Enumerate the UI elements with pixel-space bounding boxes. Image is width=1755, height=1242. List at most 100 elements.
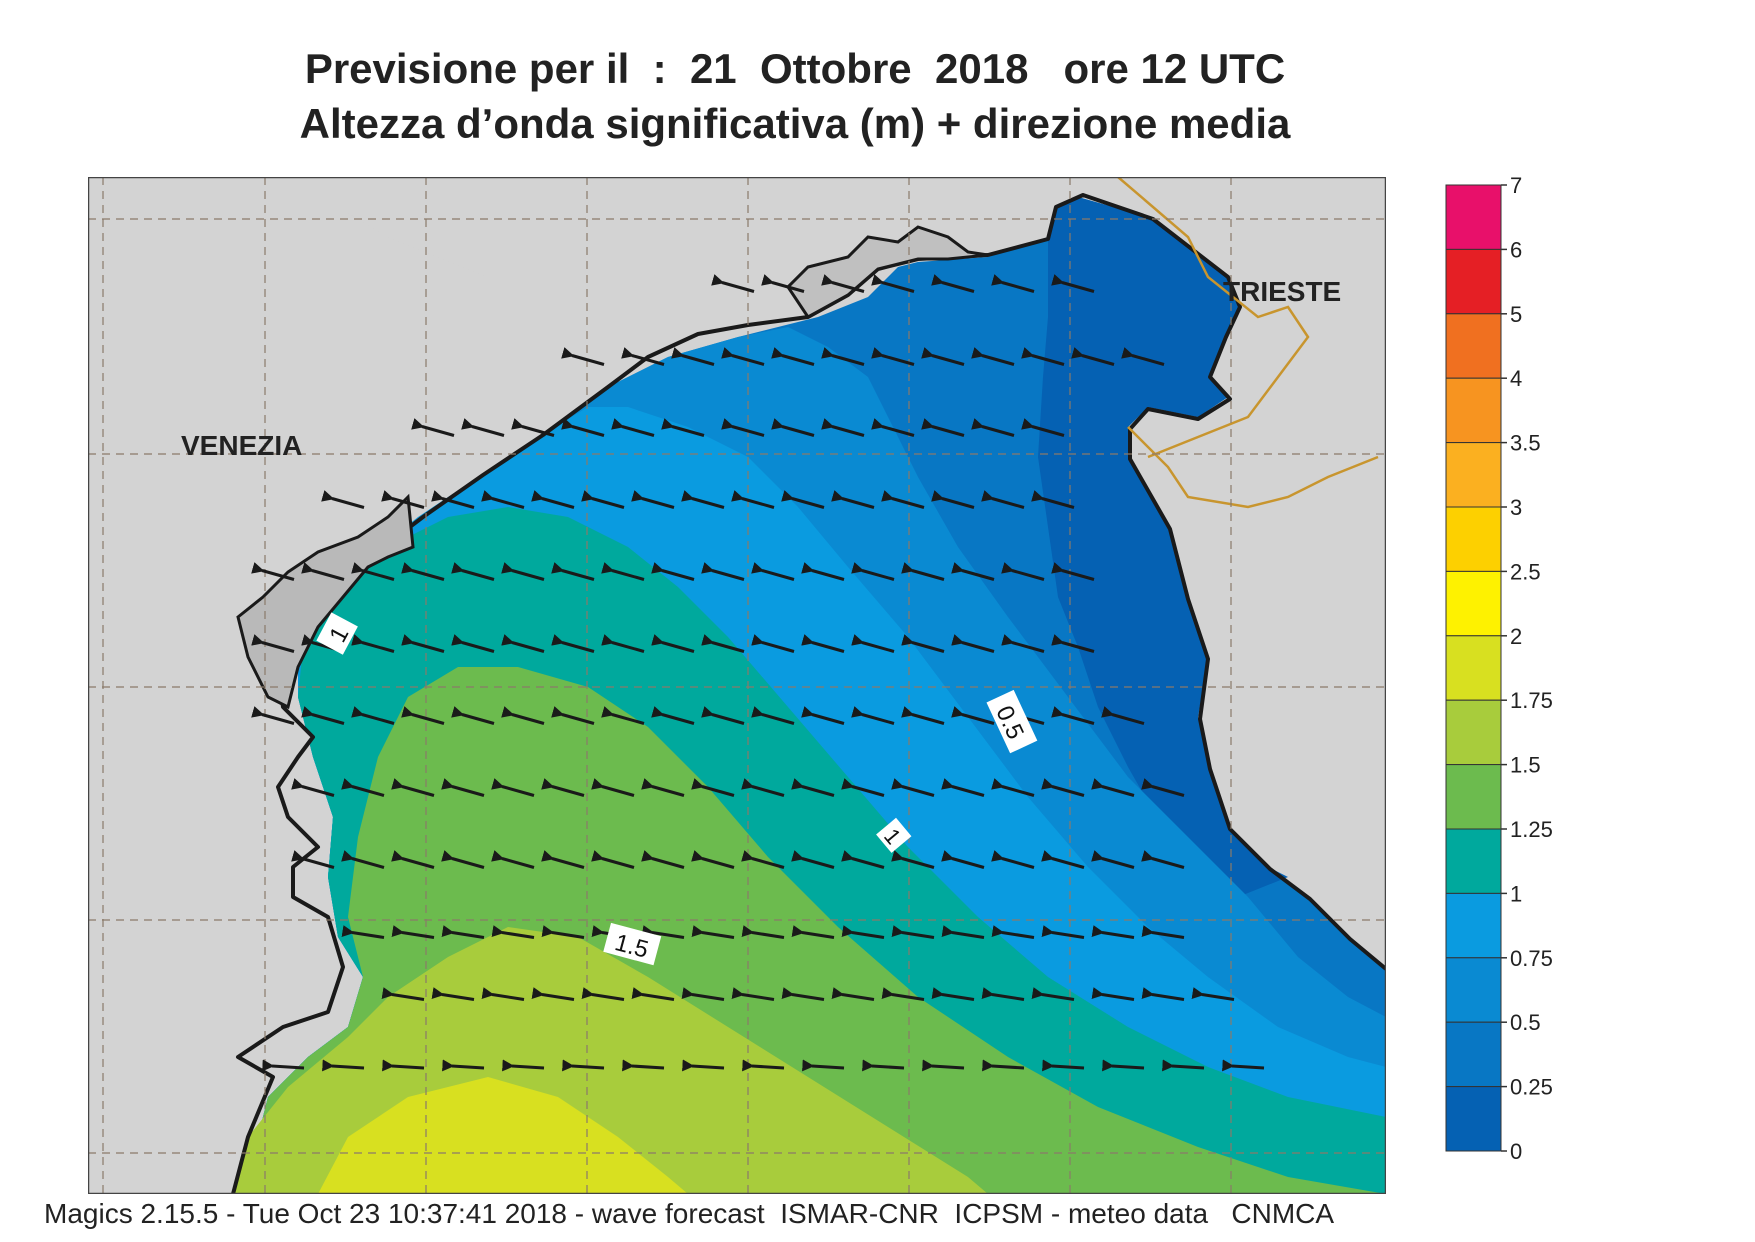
wave-arrow <box>931 274 975 293</box>
wave-arrow <box>321 490 365 509</box>
wave-arrow <box>791 850 835 869</box>
wave-arrow <box>441 778 485 797</box>
wave-arrow <box>391 778 435 797</box>
legend-tick-label: 4 <box>1510 366 1522 391</box>
wave-arrow <box>691 778 735 797</box>
graticule <box>88 177 1386 1194</box>
wave-arrow <box>501 634 545 653</box>
title-line-2: Altezza d’onda significativa (m) + direz… <box>299 100 1291 147</box>
legend-swatch <box>1445 1086 1502 1152</box>
wave-arrow <box>1051 706 1095 725</box>
legend-swatch <box>1445 764 1502 830</box>
color-legend: 7 6 5 4 3.5 3 2.5 2 1.75 1.5 1.25 1 0.75 0.5 0.25 0 <box>1445 177 1553 1164</box>
wave-arrow <box>251 562 295 581</box>
wave-arrow <box>382 1059 425 1072</box>
wave-arrow <box>991 850 1035 869</box>
legend-swatch <box>1445 828 1502 894</box>
legend-tick-label: 2.5 <box>1510 559 1541 584</box>
wave-arrow <box>801 634 845 653</box>
band-1.75-2 <box>318 1077 688 1194</box>
wave-arrow <box>821 274 865 293</box>
title-line-1: Previsione per il : 21 Ottobre 2018 ore … <box>304 45 1286 92</box>
map-frame <box>88 177 1386 1194</box>
wave-arrow <box>631 987 675 1001</box>
wave-arrow <box>441 925 485 939</box>
wave-arrow <box>841 925 885 939</box>
wave-arrow <box>841 778 885 797</box>
wave-arrow <box>1001 562 1045 581</box>
wave-arrow <box>611 418 655 437</box>
wave-arrow <box>451 706 495 725</box>
legend-tick-label: 1 <box>1510 881 1522 906</box>
wave-arrow <box>991 274 1035 293</box>
wave-arrow <box>931 987 975 1001</box>
wave-arrow <box>651 706 695 725</box>
wave-arrow <box>541 925 585 939</box>
wave-arrow <box>761 274 805 293</box>
wave-arrow <box>401 706 445 725</box>
wave-arrow <box>341 850 385 869</box>
wave-arrow <box>711 274 755 293</box>
wave-arrow <box>1041 925 1085 939</box>
wave-arrow <box>491 925 535 939</box>
wave-arrow <box>431 490 475 509</box>
wave-arrow <box>671 347 715 366</box>
legend-tick-label: 0 <box>1510 1139 1522 1164</box>
wave-arrow <box>951 706 995 725</box>
contour-label-1-west: 1 <box>316 612 358 655</box>
wave-arrow <box>561 418 605 437</box>
wave-arrow <box>991 925 1035 939</box>
wave-arrow <box>981 987 1025 1001</box>
wave-arrow <box>531 987 575 1001</box>
wave-arrow <box>411 418 455 437</box>
wave-arrow <box>541 850 585 869</box>
wave-arrow <box>941 778 985 797</box>
band-0-0.25 <box>1038 197 1288 897</box>
wave-arrow <box>1051 634 1095 653</box>
wave-arrow <box>442 1059 485 1072</box>
wave-arrow <box>622 1059 665 1072</box>
wave-arrow <box>891 925 935 939</box>
wave-arrow <box>1051 274 1095 293</box>
wave-arrow <box>971 347 1015 366</box>
wave-arrow <box>1031 490 1075 509</box>
wave-arrow <box>1101 706 1145 725</box>
wave-arrow <box>1071 347 1115 366</box>
wave-arrow <box>731 987 775 1001</box>
wave-arrow <box>921 418 965 437</box>
wave-arrow <box>651 634 695 653</box>
legend-tick-label: 5 <box>1510 302 1522 327</box>
wave-arrow <box>1162 1059 1205 1072</box>
legend-tick-label: 0.75 <box>1510 946 1553 971</box>
wave-arrow <box>511 418 555 437</box>
wave-arrow <box>951 562 995 581</box>
wave-arrow <box>831 490 875 509</box>
wave-arrow <box>871 347 915 366</box>
wave-arrow <box>1042 1059 1085 1072</box>
wave-arrow <box>591 778 635 797</box>
wave-arrow <box>1191 987 1235 1001</box>
wave-arrow <box>741 778 785 797</box>
wave-arrow <box>551 706 595 725</box>
wave-arrow <box>871 274 915 293</box>
wave-arrow <box>751 706 795 725</box>
wave-arrow <box>841 850 885 869</box>
label-trieste: TRIESTE <box>1223 276 1341 307</box>
wave-arrow <box>851 706 895 725</box>
wave-arrow <box>391 925 435 939</box>
wave-arrow <box>771 347 815 366</box>
wave-arrow <box>1222 1059 1265 1072</box>
wave-arrow <box>601 562 645 581</box>
wave-arrow <box>871 418 915 437</box>
wave-arrow <box>601 706 645 725</box>
wave-arrow <box>591 850 635 869</box>
wave-arrow <box>431 987 475 1001</box>
wave-arrow <box>351 562 395 581</box>
legend-swatch <box>1445 1021 1502 1088</box>
wave-map: VENEZIA TRIESTE 1 0.5 1 1.5 <box>88 177 1386 1194</box>
wave-arrow <box>681 490 725 509</box>
wave-arrow <box>741 850 785 869</box>
wave-arrow <box>991 778 1035 797</box>
legend-tick-label: 1.25 <box>1510 817 1553 842</box>
wave-arrow <box>721 418 765 437</box>
